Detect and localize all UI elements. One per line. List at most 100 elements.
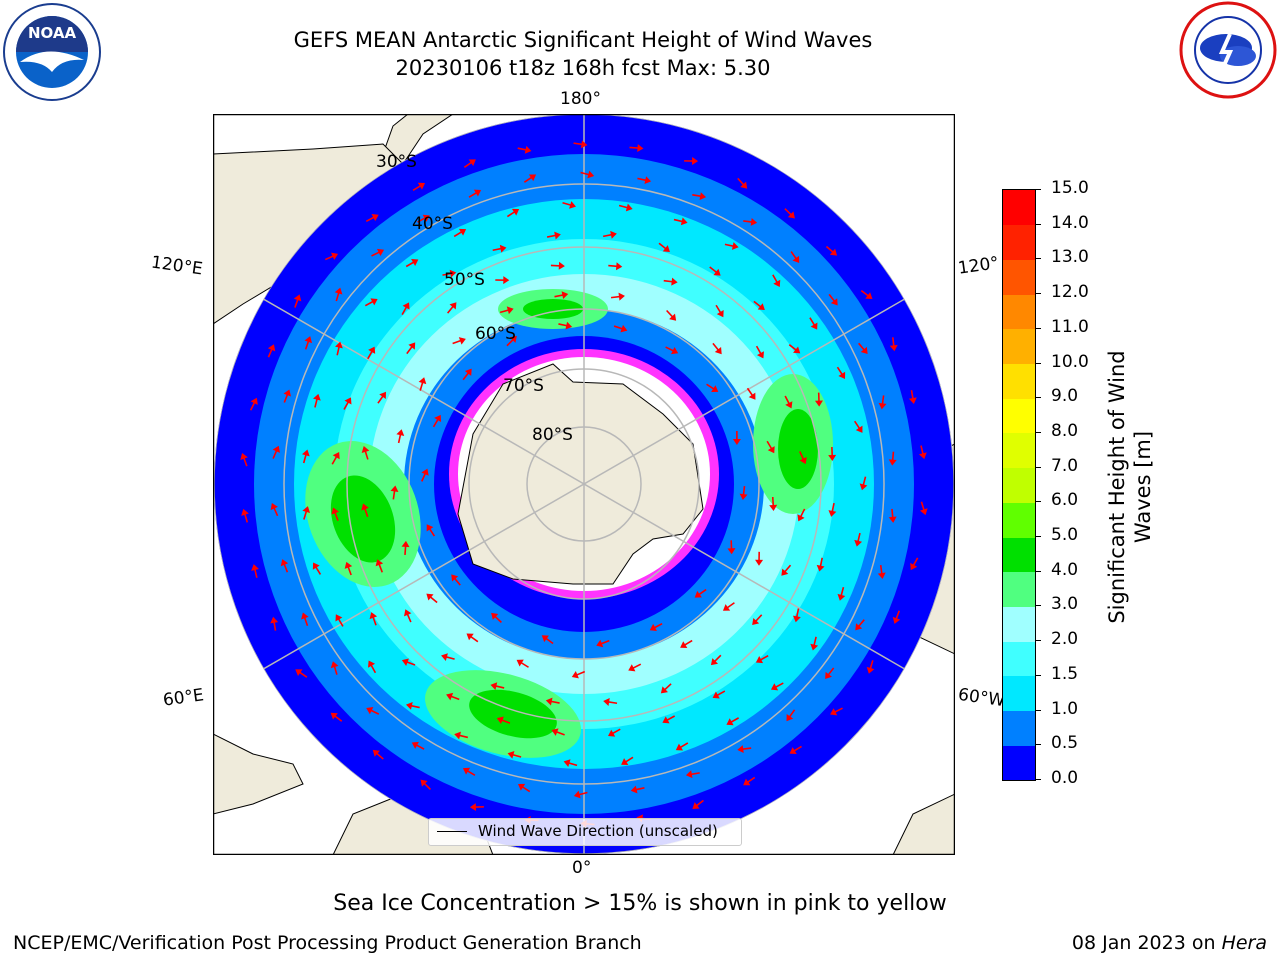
wind-wave-arrow bbox=[789, 745, 802, 754]
lon-label-right-lower: 60°W bbox=[956, 684, 1007, 712]
wind-wave-arrow bbox=[390, 485, 399, 500]
wind-wave-arrow bbox=[828, 502, 837, 517]
lon-label-top: 180° bbox=[560, 89, 601, 109]
wind-wave-arrow bbox=[706, 383, 719, 392]
wind-wave-arrow bbox=[722, 602, 735, 611]
wind-wave-arrow bbox=[331, 507, 339, 521]
wind-wave-arrow bbox=[888, 508, 897, 523]
wind-wave-arrow bbox=[546, 231, 561, 240]
wind-wave-arrow bbox=[712, 342, 722, 355]
wind-wave-arrow bbox=[910, 557, 919, 571]
colorbar-tick-label: 8.0 bbox=[1051, 420, 1079, 441]
wind-wave-arrow bbox=[755, 551, 764, 566]
wind-wave-arrow bbox=[680, 639, 693, 649]
colorbar-tick-mark bbox=[1035, 189, 1041, 190]
wind-wave-arrow bbox=[712, 690, 726, 699]
lat-label-30s: 30°S bbox=[376, 152, 417, 172]
wind-wave-arrow bbox=[563, 759, 578, 767]
wind-wave-arrow bbox=[784, 208, 795, 219]
colorbar-tick-label: 9.0 bbox=[1051, 386, 1079, 407]
wind-wave-arrow bbox=[788, 344, 801, 354]
wind-wave-arrow bbox=[608, 728, 621, 737]
colorbar-segment bbox=[1003, 467, 1035, 503]
wind-wave-arrow bbox=[453, 228, 467, 238]
wind-wave-arrow bbox=[660, 683, 672, 694]
colorbar-tick-mark bbox=[1035, 744, 1041, 746]
wind-wave-arrow bbox=[469, 803, 484, 812]
wind-wave-arrow bbox=[755, 655, 769, 664]
wind-wave-arrow bbox=[335, 614, 344, 627]
wind-wave-arrow bbox=[746, 387, 756, 400]
wind-wave-arrow bbox=[810, 636, 819, 651]
colorbar-tick-label: 12.0 bbox=[1051, 282, 1089, 303]
wind-wave-arrow bbox=[814, 392, 823, 407]
wind-wave-arrow bbox=[613, 324, 628, 333]
wind-wave-arrow bbox=[451, 574, 461, 586]
wind-wave-arrow bbox=[739, 486, 748, 501]
wind-wave-arrow bbox=[304, 336, 313, 350]
wind-wave-arrow bbox=[908, 390, 917, 404]
colorbar-segment bbox=[1003, 745, 1035, 781]
wind-wave-arrow bbox=[919, 501, 928, 516]
colorbar bbox=[1002, 189, 1036, 781]
wind-wave-arrow bbox=[371, 248, 385, 257]
wind-wave-arrow bbox=[610, 292, 625, 301]
wind-wave-arrow bbox=[809, 317, 818, 330]
wind-wave-arrow bbox=[441, 653, 455, 661]
wind-wave-arrow bbox=[366, 707, 380, 715]
wind-wave-arrow bbox=[517, 145, 532, 154]
wind-wave-arrow bbox=[404, 609, 412, 623]
lon-label-bottom: 0° bbox=[572, 858, 592, 878]
wind-wave-arrow bbox=[401, 302, 410, 316]
wind-wave-arrow bbox=[878, 395, 887, 410]
wind-wave-arrow bbox=[495, 276, 510, 285]
legend-line-icon bbox=[437, 831, 467, 832]
wind-wave-arrow bbox=[828, 446, 837, 461]
wind-wave-arrow bbox=[283, 389, 291, 403]
wind-wave-arrow bbox=[792, 608, 801, 623]
colorbar-tick-mark bbox=[1035, 397, 1041, 399]
colorbar-tick-mark bbox=[1035, 709, 1041, 711]
colorbar-tick-mark bbox=[1035, 536, 1041, 538]
colorbar-tick-label: 1.0 bbox=[1051, 698, 1079, 719]
wind-wave-arrow bbox=[830, 707, 843, 716]
wind-wave-arrow bbox=[377, 391, 386, 404]
wind-wave-arrow bbox=[550, 261, 565, 270]
credit-text: NCEP/EMC/Verification Post Processing Pr… bbox=[13, 932, 642, 954]
wind-wave-arrow bbox=[665, 346, 679, 355]
wind-wave-arrow bbox=[361, 446, 370, 460]
wind-wave-arrow bbox=[496, 716, 511, 725]
wind-wave-arrow bbox=[694, 588, 707, 598]
wind-wave-arrow bbox=[293, 294, 302, 308]
wind-wave-arrow bbox=[506, 208, 520, 218]
colorbar-segment bbox=[1003, 606, 1035, 642]
colorbar-segment bbox=[1003, 328, 1035, 365]
wind-wave-arrow bbox=[270, 502, 279, 517]
colorbar-tick-mark bbox=[1035, 570, 1041, 572]
wind-wave-arrow bbox=[412, 182, 426, 191]
lon-label-left-lower: 60°E bbox=[161, 685, 206, 711]
colorbar-segment bbox=[1003, 259, 1035, 295]
wind-wave-arrow bbox=[558, 321, 573, 330]
wind-wave-arrow bbox=[490, 682, 505, 691]
wind-wave-arrow bbox=[344, 561, 353, 576]
wind-wave-arrow bbox=[596, 639, 610, 648]
wind-wave-arrow bbox=[673, 217, 688, 226]
wind-wave-arrow bbox=[628, 663, 642, 672]
wind-wave-arrow bbox=[630, 785, 645, 794]
wind-wave-arrow bbox=[249, 397, 258, 411]
colorbar-segment bbox=[1003, 224, 1035, 260]
wind-wave-arrow bbox=[516, 659, 529, 668]
wind-wave-arrow bbox=[468, 189, 482, 198]
lat-label-40s: 40°S bbox=[412, 214, 453, 234]
wind-wave-arrow bbox=[270, 616, 279, 631]
wind-wave-arrow bbox=[426, 593, 438, 604]
wind-wave-arrow bbox=[825, 667, 835, 680]
wind-wave-arrow bbox=[853, 420, 863, 433]
lon-label-right-upper: 120° bbox=[956, 253, 1001, 279]
colorbar-tick-mark bbox=[1035, 327, 1041, 329]
lat-label-60s: 60°S bbox=[475, 324, 516, 344]
wind-wave-arrow bbox=[859, 476, 868, 491]
colorbar-tick-label: 1.5 bbox=[1051, 663, 1079, 684]
colorbar-tick-mark bbox=[1035, 431, 1041, 433]
